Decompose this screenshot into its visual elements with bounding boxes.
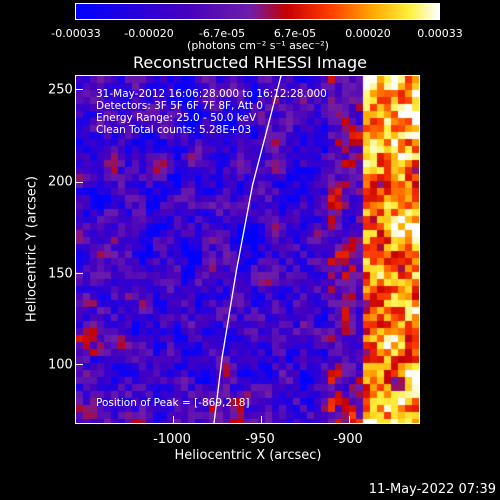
ytick-label: 250 bbox=[48, 82, 73, 98]
colorbar-tick-6: 0.00033 bbox=[417, 27, 463, 40]
colorbar-tick-4: 6.7e-05 bbox=[273, 27, 317, 40]
xtick-mark bbox=[173, 416, 174, 424]
ytick-label: 100 bbox=[48, 357, 73, 373]
xtick-label: -950 bbox=[245, 432, 275, 447]
info-energy: Energy Range: 25.0 - 50.0 keV bbox=[96, 112, 257, 124]
rhessi-map bbox=[76, 76, 419, 423]
colorbar bbox=[75, 3, 440, 20]
solar-limb bbox=[213, 76, 282, 423]
colorbar-tick-1: -0.00033 bbox=[51, 27, 101, 40]
ytick-mark bbox=[75, 364, 83, 365]
info-clean: Clean Total counts: 5.28E+03 bbox=[96, 124, 252, 136]
info-detectors: Detectors: 3F 5F 6F 7F 8F, Att 0 bbox=[96, 100, 263, 112]
ytick-mark bbox=[75, 89, 83, 90]
colorbar-tick-3: -6.7e-05 bbox=[198, 27, 246, 40]
ytick-label: 200 bbox=[48, 174, 73, 190]
colorbar-unit: (photons cm⁻² s⁻¹ asec⁻²) bbox=[187, 39, 329, 52]
limb-line bbox=[213, 76, 282, 423]
ytick-label: 150 bbox=[48, 266, 73, 282]
ytick-mark bbox=[75, 273, 83, 274]
colorbar-tick-5: 0.00020 bbox=[345, 27, 391, 40]
xtick-label: -900 bbox=[333, 432, 363, 447]
image-plot: 31-May-2012 16:06:28.000 to 16:12:28.000… bbox=[75, 75, 420, 424]
xtick-mark bbox=[349, 416, 350, 424]
image-title: Reconstructed RHESSI Image bbox=[133, 53, 367, 72]
y-axis-label: Heliocentric Y (arcsec) bbox=[24, 176, 40, 322]
xtick-mark bbox=[261, 416, 262, 424]
colorbar-tick-2: -0.00020 bbox=[124, 27, 174, 40]
ytick-mark bbox=[75, 182, 83, 183]
info-time: 31-May-2012 16:06:28.000 to 16:12:28.000 bbox=[96, 88, 327, 100]
timestamp: 11-May-2022 07:39 bbox=[368, 482, 496, 497]
xtick-label: -1000 bbox=[153, 432, 191, 447]
info-peak: Position of Peak = [-869,218] bbox=[96, 397, 250, 409]
x-axis-label: Heliocentric X (arcsec) bbox=[174, 448, 322, 463]
